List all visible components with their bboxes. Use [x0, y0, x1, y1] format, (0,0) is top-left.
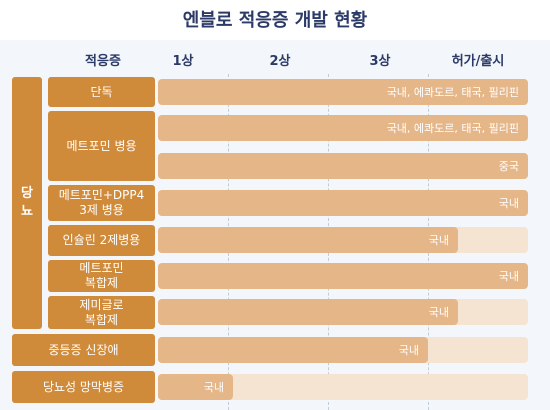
bar-label: 국내 — [398, 344, 419, 357]
bar-label: 국내, 에콰도르, 태국, 필리핀 — [386, 122, 519, 135]
page-title: 엔블로 적응증 개발 현황 — [182, 10, 368, 31]
progress-bar: 국내, 에콰도르, 태국, 필리핀 — [158, 115, 528, 141]
progress-bar: 국내 — [158, 263, 528, 289]
column-header-phase2: 2상 — [269, 54, 291, 69]
group-label-diabetes: 당 뇨 — [12, 77, 42, 329]
progress-bar: 국내 — [158, 227, 458, 253]
progress-bar: 국내 — [158, 374, 233, 400]
indication-label: 메트포민 복합제 — [48, 260, 155, 292]
indication-label: 인슐린 2제병용 — [48, 225, 155, 256]
bar-label: 국내 — [203, 381, 224, 394]
bar-label: 국내, 에콰도르, 태국, 필리핀 — [386, 86, 519, 99]
progress-bar: 국내 — [158, 337, 428, 363]
progress-bar: 국내, 에콰도르, 태국, 필리핀 — [158, 79, 528, 105]
indication-label: 메트포민 병용 — [48, 111, 155, 181]
bar-label: 국내 — [498, 270, 519, 283]
bar-label: 국내 — [428, 306, 449, 319]
bar-label: 국내 — [498, 197, 519, 210]
indication-label: 제미글로 복합제 — [48, 296, 155, 329]
column-header-indication: 적응증 — [85, 54, 121, 69]
progress-bar: 중국 — [158, 153, 528, 179]
column-header-phase1: 1상 — [172, 54, 194, 69]
progress-bar: 국내 — [158, 190, 528, 216]
indication-label: 메트포민+DPP4 3제 병용 — [48, 185, 155, 221]
bar-label: 국내 — [428, 234, 449, 247]
column-header-approval: 허가/출시 — [451, 54, 505, 69]
indication-label: 당뇨성 망막병증 — [12, 371, 155, 403]
indication-label: 중등증 신장애 — [12, 334, 155, 366]
progress-bar: 국내 — [158, 299, 458, 325]
column-header-phase3: 3상 — [369, 54, 391, 69]
bar-label: 중국 — [498, 160, 519, 173]
indication-label: 단독 — [48, 77, 155, 107]
